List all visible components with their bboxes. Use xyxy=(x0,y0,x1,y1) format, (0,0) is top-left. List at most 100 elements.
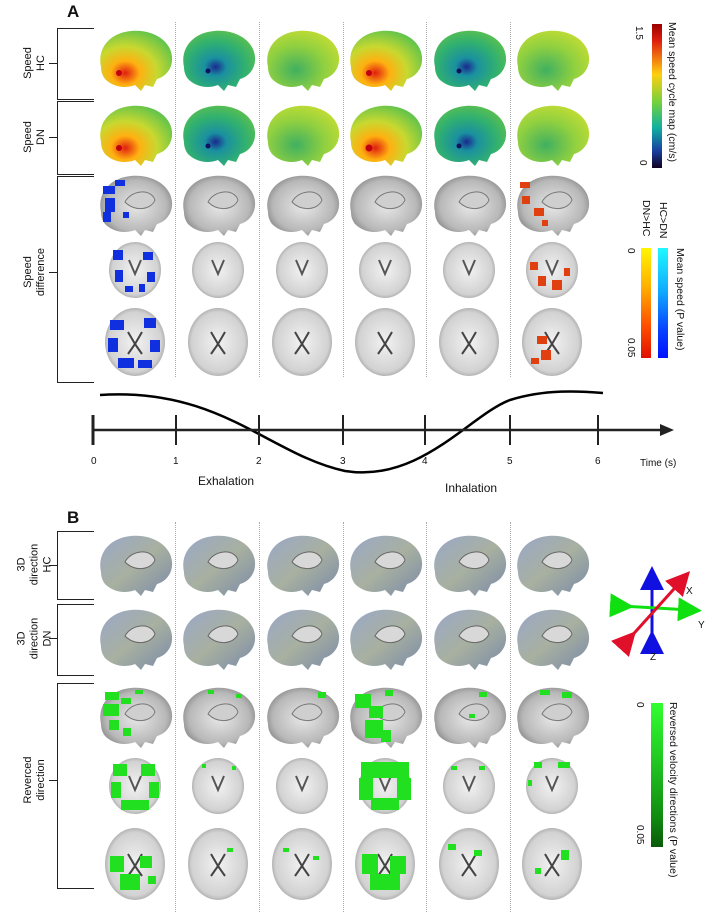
speed-diff-sagittal-t3 xyxy=(345,172,425,238)
speed-hc-brain-t4 xyxy=(429,24,509,96)
reversed-colorbar-top: 0 xyxy=(634,702,645,708)
axis-y-label: Y xyxy=(698,620,705,631)
speed-diff-coronal-t5 xyxy=(526,242,578,298)
dn-hc-label: DN>HC xyxy=(640,200,652,237)
speed-diff-axial-t4 xyxy=(439,308,499,376)
respiratory-wave xyxy=(99,390,604,474)
row-bracket-3d-direction-hc xyxy=(57,531,94,600)
speed-dn-brain-t4 xyxy=(429,99,509,171)
time-tick-label: 5 xyxy=(507,456,513,467)
column-separator xyxy=(259,522,260,912)
panel-b-letter: B xyxy=(67,508,80,527)
reversed-sagittal-t4 xyxy=(429,684,509,750)
speed-diff-coronal-t4 xyxy=(443,242,495,298)
speed-diff-sagittal-t4 xyxy=(429,172,509,238)
row-bracket-3d-direction-dn xyxy=(57,604,94,676)
row-bracket-speed-hc xyxy=(57,28,94,100)
exhalation-label: Exhalation xyxy=(198,474,255,488)
reversed-colorbar xyxy=(651,703,663,847)
axis-z-label: Z xyxy=(650,652,657,663)
direction-dn-brain-t2 xyxy=(262,606,342,672)
speed-colorbar-min: 0 xyxy=(637,160,648,166)
column-separator xyxy=(175,22,176,377)
column-separator xyxy=(175,522,176,912)
speed-colorbar-max: 1.5 xyxy=(633,26,644,40)
inhalation-label: Inhalation xyxy=(445,481,498,495)
speed-dn-brain-t2 xyxy=(262,99,342,171)
axis-x-label: X xyxy=(686,586,693,597)
reversed-axial-t0 xyxy=(105,828,165,900)
bracket-tick xyxy=(49,272,57,273)
pvalue-top: 0 xyxy=(625,248,636,254)
direction-hc-brain-t0 xyxy=(95,532,175,598)
speed-colorbar xyxy=(652,24,662,168)
panel-a-letter: A xyxy=(67,2,80,21)
direction-dn-brain-t0 xyxy=(95,606,175,672)
column-separator xyxy=(259,22,260,377)
speed-diff-axial-t0 xyxy=(105,308,165,376)
speed-diff-coronal-t3 xyxy=(359,242,411,298)
row-label-3d-direction-hc: 3D direction HC xyxy=(15,543,54,586)
speed-hc-brain-t0 xyxy=(95,24,175,96)
reversed-axial-t1 xyxy=(188,828,248,900)
column-separator xyxy=(510,522,511,912)
reversed-coronal-t4 xyxy=(443,758,495,814)
hc-dn-colorbar xyxy=(658,248,668,358)
direction-hc-brain-t5 xyxy=(512,532,592,598)
row-bracket-speed-dn xyxy=(57,101,94,175)
time-tick-label: 3 xyxy=(340,456,346,467)
speed-diff-sagittal-t1 xyxy=(178,172,258,238)
speed-dn-brain-t5 xyxy=(512,99,592,171)
reversed-coronal-t1 xyxy=(192,758,244,814)
direction-dn-brain-t1 xyxy=(178,606,258,672)
row-label-speed-dn: Speed DN xyxy=(22,121,47,153)
dn-hc-colorbar xyxy=(641,248,651,358)
pvalue-colorbar-title: Mean speed (P value) xyxy=(674,248,686,351)
speed-diff-axial-t3 xyxy=(355,308,415,376)
direction-hc-brain-t2 xyxy=(262,532,342,598)
pvalue-bottom: 0.05 xyxy=(625,338,636,358)
reversed-coronal-t0 xyxy=(109,758,161,814)
speed-hc-brain-t5 xyxy=(512,24,592,96)
bracket-tick xyxy=(49,565,57,566)
reversed-sagittal-t0 xyxy=(95,684,175,750)
axes-legend xyxy=(609,566,702,657)
direction-hc-brain-t4 xyxy=(429,532,509,598)
bracket-tick xyxy=(49,638,57,639)
column-separator xyxy=(426,522,427,912)
speed-hc-brain-t2 xyxy=(262,24,342,96)
reversed-axial-t4 xyxy=(439,828,499,900)
speed-diff-axial-t2 xyxy=(272,308,332,376)
time-axis-arrow xyxy=(660,424,674,436)
row-label-speed-difference: Speed difference xyxy=(22,247,47,297)
reversed-sagittal-t2 xyxy=(262,684,342,750)
bracket-tick xyxy=(49,780,57,781)
speed-diff-axial-t5 xyxy=(522,308,582,376)
reversed-axial-t5 xyxy=(522,828,582,900)
row-label-3d-direction-dn: 3D direction DN xyxy=(15,617,54,660)
x-axis-arrow xyxy=(611,571,691,657)
reversed-axial-t3 xyxy=(355,828,415,900)
reversed-sagittal-t1 xyxy=(178,684,258,750)
respiratory-timeline xyxy=(91,390,674,474)
hc-dn-label: HC>DN xyxy=(657,202,669,239)
direction-dn-brain-t5 xyxy=(512,606,592,672)
column-separator xyxy=(343,22,344,377)
time-tick-label: 4 xyxy=(422,456,428,467)
reversed-coronal-t3 xyxy=(359,758,411,814)
reversed-sagittal-t5 xyxy=(512,684,592,750)
speed-dn-brain-t3 xyxy=(345,99,425,171)
reversed-colorbar-title: Reversed velocity directions (P value) xyxy=(667,702,679,878)
reversed-axial-t2 xyxy=(272,828,332,900)
row-bracket-speed-difference xyxy=(57,176,94,383)
time-tick-label: 0 xyxy=(91,456,97,467)
speed-dn-brain-t0 xyxy=(95,99,175,171)
column-separator xyxy=(343,522,344,912)
reversed-coronal-t2 xyxy=(276,758,328,814)
time-tick-label: 6 xyxy=(595,456,601,467)
row-label-reversed-direction: Reverced direction xyxy=(22,756,47,804)
direction-hc-brain-t1 xyxy=(178,532,258,598)
speed-hc-brain-t3 xyxy=(345,24,425,96)
speed-diff-coronal-t2 xyxy=(276,242,328,298)
row-bracket-reversed-direction xyxy=(57,683,94,889)
